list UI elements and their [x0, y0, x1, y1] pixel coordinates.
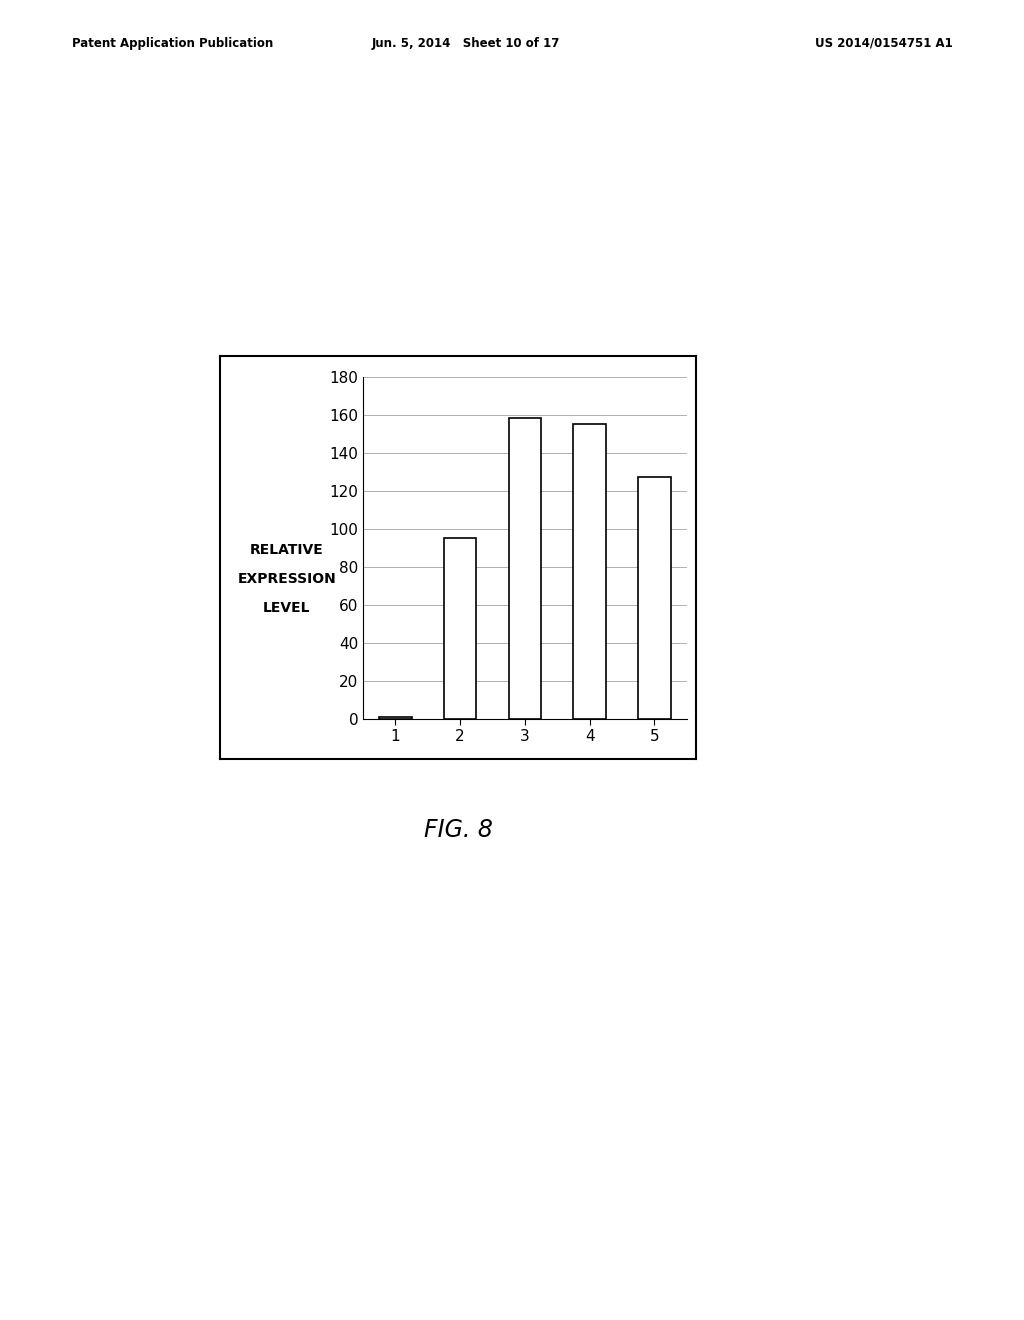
Bar [573, 424, 606, 718]
Text: EXPRESSION: EXPRESSION [238, 572, 336, 586]
Text: FIG. 8: FIG. 8 [424, 818, 493, 842]
Bar [638, 478, 671, 718]
Text: Jun. 5, 2014   Sheet 10 of 17: Jun. 5, 2014 Sheet 10 of 17 [372, 37, 560, 50]
Text: US 2014/0154751 A1: US 2014/0154751 A1 [814, 37, 952, 50]
Bar [444, 539, 476, 718]
Text: RELATIVE: RELATIVE [250, 543, 324, 557]
Text: LEVEL: LEVEL [263, 601, 310, 615]
Text: Patent Application Publication: Patent Application Publication [72, 37, 273, 50]
Bar [379, 717, 412, 718]
Bar [509, 418, 541, 718]
